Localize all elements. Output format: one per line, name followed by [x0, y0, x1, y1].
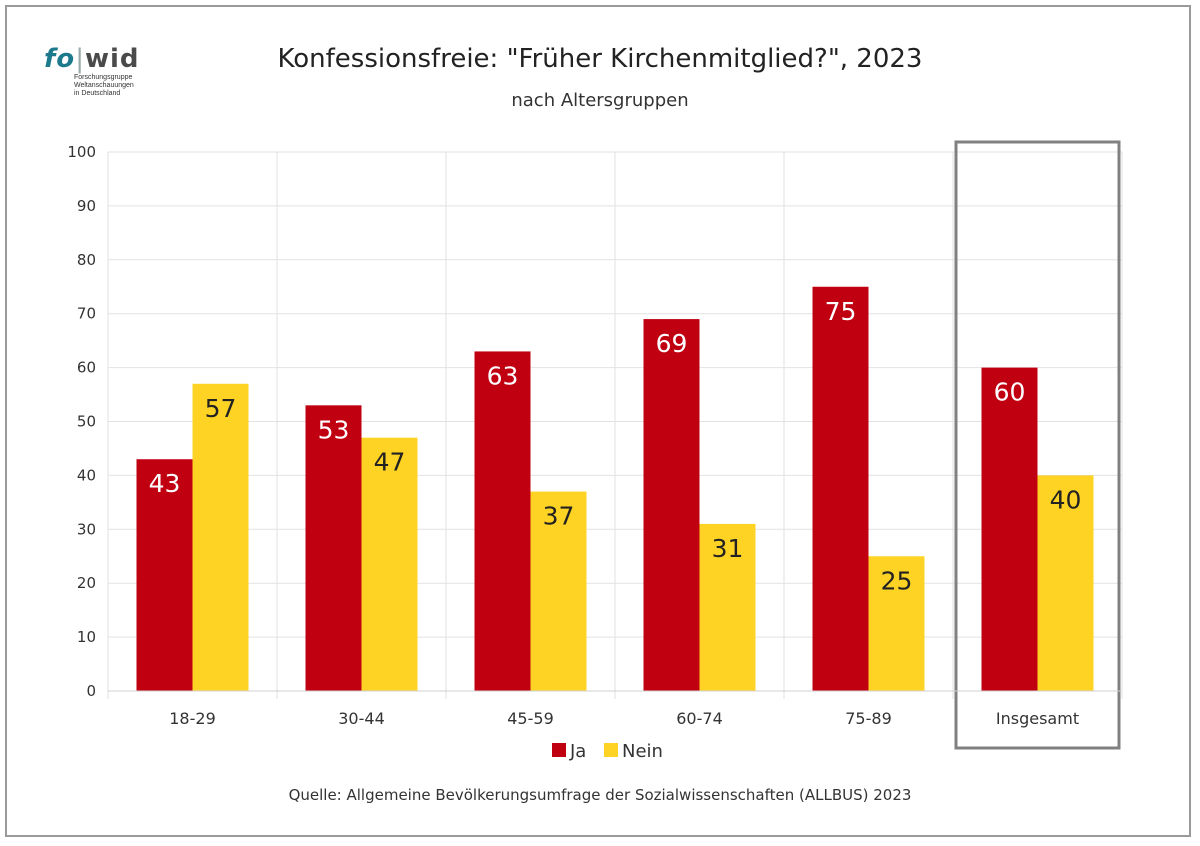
highlight-box	[954, 140, 1121, 750]
y-tick-label: 80	[77, 251, 96, 269]
x-tick-label: 60-74	[676, 709, 723, 728]
data-label: 57	[205, 394, 237, 423]
chart-subtitle: nach Altersgruppen	[511, 90, 689, 111]
x-tick-label: 45-59	[507, 709, 554, 728]
y-tick-label: 0	[86, 682, 96, 700]
y-tick-label: 50	[77, 413, 96, 431]
y-tick-label: 20	[77, 574, 96, 592]
logo-subtitle: Forschungsgruppe Weltanschauungen in Deu…	[74, 74, 134, 97]
logo-wordmark: fo|wid	[44, 44, 140, 74]
y-tick-label: 70	[77, 305, 96, 323]
bar-ja	[136, 459, 193, 691]
chart-title: Konfessionsfreie: "Früher Kirchenmitglie…	[277, 44, 923, 74]
legend-swatch-nein	[604, 743, 618, 757]
data-label: 75	[825, 297, 857, 326]
bar-nein	[361, 437, 418, 691]
x-tick-label: Insgesamt	[996, 709, 1079, 728]
x-tick-label: 18-29	[169, 709, 216, 728]
logo-wid: wid	[84, 44, 140, 74]
data-label: 43	[149, 469, 181, 498]
bar-ja	[643, 319, 700, 691]
legend-label-nein: Nein	[622, 741, 663, 762]
y-tick-label: 60	[77, 359, 96, 377]
logo-fo: fo	[44, 44, 76, 74]
y-tick-label: 30	[77, 520, 96, 538]
data-label: 31	[712, 534, 744, 563]
data-label: 47	[374, 448, 406, 477]
bar-ja	[474, 351, 531, 691]
data-label: 53	[318, 415, 350, 444]
data-label: 40	[1050, 485, 1082, 514]
y-tick-label: 40	[77, 466, 96, 484]
y-tick-label: 90	[77, 197, 96, 215]
x-tick-label: 30-44	[338, 709, 385, 728]
bar-ja	[981, 367, 1038, 691]
data-label: 60	[994, 378, 1026, 407]
source-note: Quelle: Allgemeine Bevölkerungsumfrage d…	[288, 786, 912, 804]
bar-nein	[868, 556, 925, 691]
data-label: 69	[656, 329, 688, 358]
x-tick-label: 75-89	[845, 709, 892, 728]
data-label: 63	[487, 361, 519, 390]
bar-nein	[699, 523, 756, 691]
bar-ja	[305, 405, 362, 691]
bar-nein	[192, 383, 249, 691]
legend-label-ja: Ja	[569, 741, 586, 762]
y-tick-label: 100	[67, 143, 96, 161]
bar-nein	[1037, 475, 1094, 691]
data-label: 25	[881, 566, 913, 595]
data-label: 37	[543, 502, 575, 531]
bar-nein	[530, 491, 587, 691]
legend-swatch-ja	[552, 743, 566, 757]
bar-ja	[812, 286, 869, 691]
y-tick-label: 10	[77, 628, 96, 646]
fowid-logo: fo|wid Forschungsgruppe Weltanschauungen…	[44, 44, 154, 110]
